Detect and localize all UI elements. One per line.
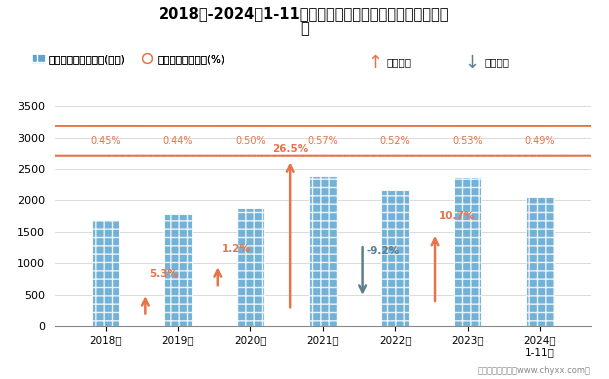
Bar <box>381 190 409 326</box>
Bar <box>236 208 264 326</box>
Text: 1.2%: 1.2% <box>222 244 250 254</box>
Bar <box>92 220 119 326</box>
Text: 0.52%: 0.52% <box>380 136 410 146</box>
Text: 0.53%: 0.53% <box>452 136 483 146</box>
Text: 制圖：智研咨詢（www.chyxx.com）: 制圖：智研咨詢（www.chyxx.com） <box>477 366 591 375</box>
Text: 26.5%: 26.5% <box>272 144 308 154</box>
Text: 圖: 圖 <box>300 21 309 36</box>
Legend: 社會消費品零售總額(億元), 海南省占全國比重(%): 社會消費品零售總額(億元), 海南省占全國比重(%) <box>28 50 230 68</box>
Text: 0.44%: 0.44% <box>163 136 193 146</box>
Text: 0.49%: 0.49% <box>525 136 555 146</box>
Text: 0.57%: 0.57% <box>308 136 338 146</box>
Text: 同比減少: 同比減少 <box>484 58 509 67</box>
Text: 0.50%: 0.50% <box>235 136 266 146</box>
Text: ↑: ↑ <box>367 53 382 72</box>
Text: 同比增加: 同比增加 <box>387 58 412 67</box>
Text: 2018年-2024年1-11月海南省累計社會消費品零售總額統計: 2018年-2024年1-11月海南省累計社會消費品零售總額統計 <box>159 6 450 21</box>
Bar <box>164 214 192 326</box>
Bar <box>309 177 337 326</box>
Text: 10.7%: 10.7% <box>438 211 475 221</box>
Text: 5.3%: 5.3% <box>149 269 178 279</box>
Text: 0.45%: 0.45% <box>90 136 121 146</box>
Text: ↓: ↓ <box>465 53 479 72</box>
Text: -9.2%: -9.2% <box>366 246 400 255</box>
Bar <box>454 177 481 326</box>
Bar <box>526 197 554 326</box>
